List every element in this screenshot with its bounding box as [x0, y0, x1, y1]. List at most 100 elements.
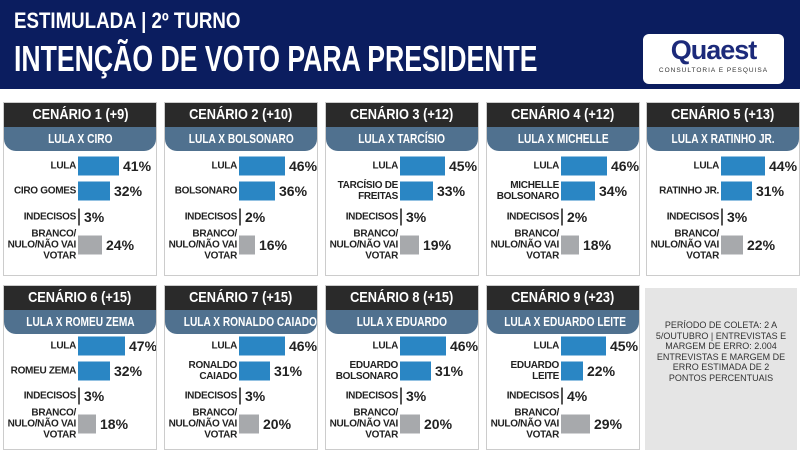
matchup-bar: LULA X TARCÍSIO — [326, 127, 478, 151]
bar — [78, 156, 119, 176]
bar-value: 2% — [245, 209, 266, 225]
scenario-title-bar: CENÁRIO 9 (+23) — [487, 286, 639, 310]
scenario-title: CENÁRIO 7 (+15) — [189, 289, 293, 306]
bar-label: LULA — [533, 340, 560, 352]
scenario-panel: CENÁRIO 9 (+23) LULA X EDUARDO LEITE LULA… — [486, 285, 640, 450]
scenario-title: CENÁRIO 3 (+12) — [350, 106, 454, 123]
matchup-bar: LULA X EDUARDO — [326, 310, 478, 334]
methodology-note: PERÍODO DE COLETA: 2 A 5/OUTUBRO | ENTRE… — [645, 288, 797, 450]
matchup-label: LULA X RATINHO JR. — [671, 131, 775, 146]
bar — [78, 387, 80, 405]
bar-value: 16% — [259, 237, 288, 253]
bar — [78, 208, 80, 226]
matchup-label: LULA X CIRO — [47, 131, 113, 146]
bar-label: LULA — [50, 340, 77, 352]
matchup-label: LULA X TARCÍSIO — [358, 131, 446, 146]
bar-label: CIRO GOMES — [13, 185, 76, 197]
matchup-label: LULA X ROMEU ZEMA — [25, 314, 135, 329]
scenario-title: CENÁRIO 5 (+13) — [671, 106, 775, 123]
bar-label: RATINHO JR. — [659, 185, 719, 197]
bar — [721, 208, 723, 226]
bar-value: 22% — [587, 363, 616, 379]
bar — [239, 414, 259, 434]
bar-label: BRANCO/ NULO/NÃO VAI VOTAR — [168, 228, 238, 262]
header-subtitle: ESTIMULADA | 2º TURNO — [14, 8, 241, 33]
bar — [721, 181, 752, 201]
matchup-bar: LULA X CIRO — [4, 127, 156, 151]
bar-label: EDUARDO LEITE — [510, 360, 560, 382]
scenario-panel: CENÁRIO 3 (+12) LULA X TARCÍSIO LULA 45% T… — [325, 102, 479, 276]
bar — [561, 387, 563, 405]
bar-value: 46% — [611, 158, 640, 174]
matchup-bar: LULA X BOLSONARO — [165, 127, 317, 151]
bar-value: 3% — [406, 388, 427, 404]
matchup-bar: LULA X RONALDO CAIADO — [165, 310, 317, 334]
bar-value: 19% — [423, 237, 452, 253]
bar-label: LULA — [372, 340, 399, 352]
bar-label: BRANCO/ NULO/NÃO VAI VOTAR — [490, 407, 560, 441]
bar — [561, 156, 607, 176]
bar-label: TARCÍSIO DE FREITAS — [337, 180, 399, 202]
bar-label: INDECISOS — [23, 390, 77, 402]
bar — [400, 156, 445, 176]
bar-value: 46% — [289, 158, 318, 174]
bar-label: INDECISOS — [23, 211, 77, 223]
bar-label: BOLSONARO — [174, 185, 238, 197]
scenario-panel: CENÁRIO 1 (+9) LULA X CIRO LULA 41% CIRO G… — [3, 102, 157, 276]
scenario-title: CENÁRIO 8 (+15) — [350, 289, 454, 306]
bar-value: 41% — [123, 158, 152, 174]
bar-value: 46% — [289, 338, 318, 354]
bar-label: LULA — [211, 160, 238, 172]
bar-label: INDECISOS — [345, 390, 399, 402]
bar — [239, 156, 285, 176]
matchup-label: LULA X MICHELLE — [517, 131, 609, 146]
bar — [561, 414, 590, 434]
scenario-title-bar: CENÁRIO 7 (+15) — [165, 286, 317, 310]
bar-label: ROMEU ZEMA — [10, 365, 77, 377]
matchup-bar: LULA X EDUARDO LEITE — [487, 310, 639, 334]
bar-value: 29% — [594, 416, 623, 432]
bar-label: INDECISOS — [184, 390, 238, 402]
scenario-title-bar: CENÁRIO 5 (+13) — [647, 103, 799, 127]
bar — [561, 208, 563, 226]
scenario-title: CENÁRIO 4 (+12) — [511, 106, 615, 123]
scenario-title-bar: CENÁRIO 8 (+15) — [326, 286, 478, 310]
bar — [78, 336, 125, 356]
scenario-title-bar: CENÁRIO 4 (+12) — [487, 103, 639, 127]
bar — [239, 336, 285, 356]
bar — [561, 181, 595, 201]
bar — [239, 361, 270, 381]
bar — [239, 387, 241, 405]
matchup-label: LULA X EDUARDO — [356, 314, 448, 329]
bar-value: 31% — [756, 183, 785, 199]
bar-value: 36% — [279, 183, 308, 199]
bar — [561, 336, 606, 356]
bar-value: 18% — [100, 416, 129, 432]
bar-value: 3% — [245, 388, 266, 404]
bar-value: 20% — [263, 416, 292, 432]
matchup-bar: LULA X ROMEU ZEMA — [4, 310, 156, 334]
bar — [239, 235, 255, 255]
bar-label: INDECISOS — [506, 211, 560, 223]
scenario-panel: CENÁRIO 6 (+15) LULA X ROMEU ZEMA LULA 47… — [3, 285, 157, 450]
bar — [400, 414, 420, 434]
bar-label: INDECISOS — [506, 390, 560, 402]
bar-value: 32% — [114, 363, 143, 379]
scenario-panel: CENÁRIO 8 (+15) LULA X EDUARDO LULA 46% ED… — [325, 285, 479, 450]
bar-value: 18% — [583, 237, 612, 253]
bar-value: 4% — [567, 388, 588, 404]
bar-label: INDECISOS — [666, 211, 720, 223]
bar-label: BRANCO/ NULO/NÃO VAI VOTAR — [490, 228, 560, 262]
bar-label: LULA — [533, 160, 560, 172]
bar-value: 33% — [437, 183, 466, 199]
bar — [721, 156, 765, 176]
bar — [239, 181, 275, 201]
bar-label: INDECISOS — [184, 211, 238, 223]
bar-value: 31% — [274, 363, 303, 379]
bar — [78, 181, 110, 201]
scenario-title-bar: CENÁRIO 2 (+10) — [165, 103, 317, 127]
bar-value: 46% — [450, 338, 479, 354]
matchup-label: LULA X RONALDO CAIADO — [183, 314, 317, 329]
bar-value: 3% — [727, 209, 748, 225]
bar-value: 31% — [435, 363, 464, 379]
